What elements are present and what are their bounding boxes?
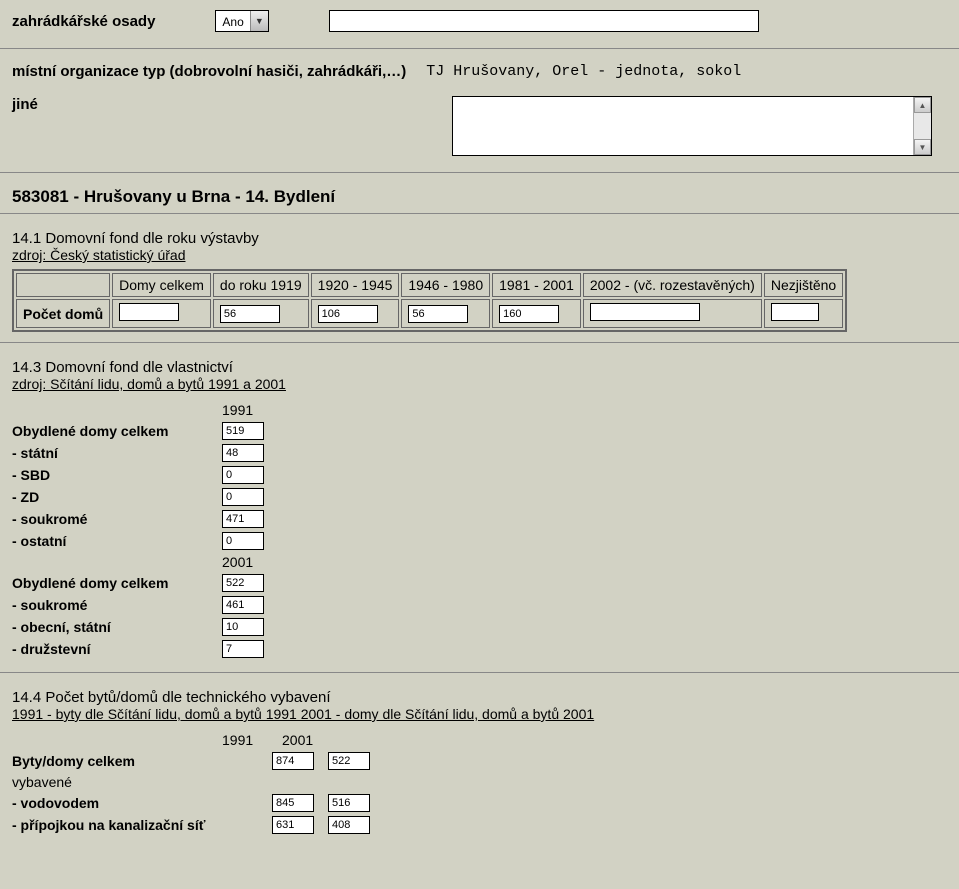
list-item: - ostatní0 [12,532,947,550]
s141-source: zdroj: Český statistický úřad [12,247,186,263]
value-input[interactable] [590,303,700,321]
value-input[interactable]: 519 [222,422,264,440]
pagetitle-section: 583081 - Hrušovany u Brna - 14. Bydlení [0,173,959,214]
zahradkarske-dropdown[interactable]: Ano ▼ [215,10,268,32]
value-input[interactable]: 522 [328,752,370,770]
organizace-section: místní organizace typ (dobrovolní hasiči… [0,49,959,173]
organizace-value: TJ Hrušovany, Orel - jednota, sokol [426,63,741,80]
list-item: - soukromé471 [12,510,947,528]
year-1991: 1991 [222,732,282,748]
list-item: - ZD0 [12,488,947,506]
table-header-row: Domy celkem do roku 1919 1920 - 1945 194… [16,273,843,297]
s144-source: 1991 - byty dle Sčítání lidu, domů a byt… [12,706,594,722]
value-input[interactable]: 461 [222,596,264,614]
list-item: - družstevní7 [12,640,947,658]
value-input[interactable]: 160 [499,305,559,323]
col-header: 1981 - 2001 [492,273,581,297]
s143-heading: 14.3 Domovní fond dle vlastnictví [12,359,947,376]
value-input[interactable]: 516 [328,794,370,812]
value-input[interactable]: 0 [222,488,264,506]
value-input[interactable]: 522 [222,574,264,592]
value-input[interactable]: 48 [222,444,264,462]
value-input[interactable]: 845 [272,794,314,812]
zahradkarske-label: zahrádkářské osady [12,13,155,30]
value-input[interactable] [119,303,179,321]
col-header: 1920 - 1945 [311,273,400,297]
section-14-3: 14.3 Domovní fond dle vlastnictví zdroj:… [0,343,959,673]
top-section: zahrádkářské osady Ano ▼ [0,0,959,49]
col-header: Nezjištěno [764,273,843,297]
s144-heading: 14.4 Počet bytů/domů dle technického vyb… [12,689,947,706]
row-label: - SBD [12,467,222,483]
row-label: - soukromé [12,511,222,527]
row-label: - ZD [12,489,222,505]
scrollbar[interactable]: ▲ ▼ [913,97,931,155]
value-input[interactable]: 56 [220,305,280,323]
list-item: - soukromé461 [12,596,947,614]
section-14-1: 14.1 Domovní fond dle roku výstavby zdro… [0,214,959,343]
row-label: Obydlené domy celkem [12,423,222,439]
list-item: Obydlené domy celkem519 [12,422,947,440]
col-header: 2002 - (vč. rozestavěných) [583,273,762,297]
value-input[interactable]: 471 [222,510,264,528]
list-item: Byty/domy celkem874 522 [12,752,947,770]
row-label: Byty/domy celkem [12,753,272,769]
dropdown-value: Ano [216,11,249,31]
list-item: - SBD0 [12,466,947,484]
value-input[interactable]: 7 [222,640,264,658]
section-14-4: 14.4 Počet bytů/domů dle technického vyb… [0,673,959,848]
row-label: vybavené [12,774,272,790]
col-header: do roku 1919 [213,273,309,297]
scroll-down-icon[interactable]: ▼ [914,139,931,155]
value-input[interactable]: 10 [222,618,264,636]
list-item: - vodovodem845 516 [12,794,947,812]
year-2001: 2001 [222,554,253,570]
row-label: - ostatní [12,533,222,549]
list-item: Obydlené domy celkem522 [12,574,947,592]
col-header: Domy celkem [112,273,211,297]
list-item: - státní48 [12,444,947,462]
value-input[interactable]: 408 [328,816,370,834]
row-label: - přípojkou na kanalizační síť [12,817,272,833]
row-label: Počet domů [16,299,110,328]
scroll-up-icon[interactable]: ▲ [914,97,931,113]
row-label: - obecní, státní [12,619,222,635]
row-label: Obydlené domy celkem [12,575,222,591]
jine-label: jiné [12,96,452,113]
value-input[interactable] [771,303,819,321]
zahradkarske-text-input[interactable] [329,10,759,32]
list-item: vybavené [12,774,947,790]
value-input[interactable]: 106 [318,305,378,323]
row-label: - státní [12,445,222,461]
list-item: - obecní, státní10 [12,618,947,636]
list-item: - přípojkou na kanalizační síť631 408 [12,816,947,834]
year-2001: 2001 [282,732,342,748]
year-1991: 1991 [222,402,253,418]
chevron-down-icon[interactable]: ▼ [250,11,268,31]
organizace-label: místní organizace typ (dobrovolní hasiči… [12,63,406,80]
s141-heading: 14.1 Domovní fond dle roku výstavby [12,230,947,247]
row-label: - družstevní [12,641,222,657]
value-input[interactable]: 0 [222,466,264,484]
value-input[interactable]: 0 [222,532,264,550]
jine-textarea[interactable]: ▲ ▼ [452,96,932,156]
value-input[interactable]: 874 [272,752,314,770]
s141-table: Domy celkem do roku 1919 1920 - 1945 194… [12,269,847,332]
value-input[interactable]: 631 [272,816,314,834]
col-header: 1946 - 1980 [401,273,490,297]
table-row: Počet domů 56 106 56 160 [16,299,843,328]
value-input[interactable]: 56 [408,305,468,323]
row-label: - soukromé [12,597,222,613]
s143-source: zdroj: Sčítání lidu, domů a bytů 1991 a … [12,376,286,392]
row-label: - vodovodem [12,795,272,811]
page-title: 583081 - Hrušovany u Brna - 14. Bydlení [12,187,335,206]
